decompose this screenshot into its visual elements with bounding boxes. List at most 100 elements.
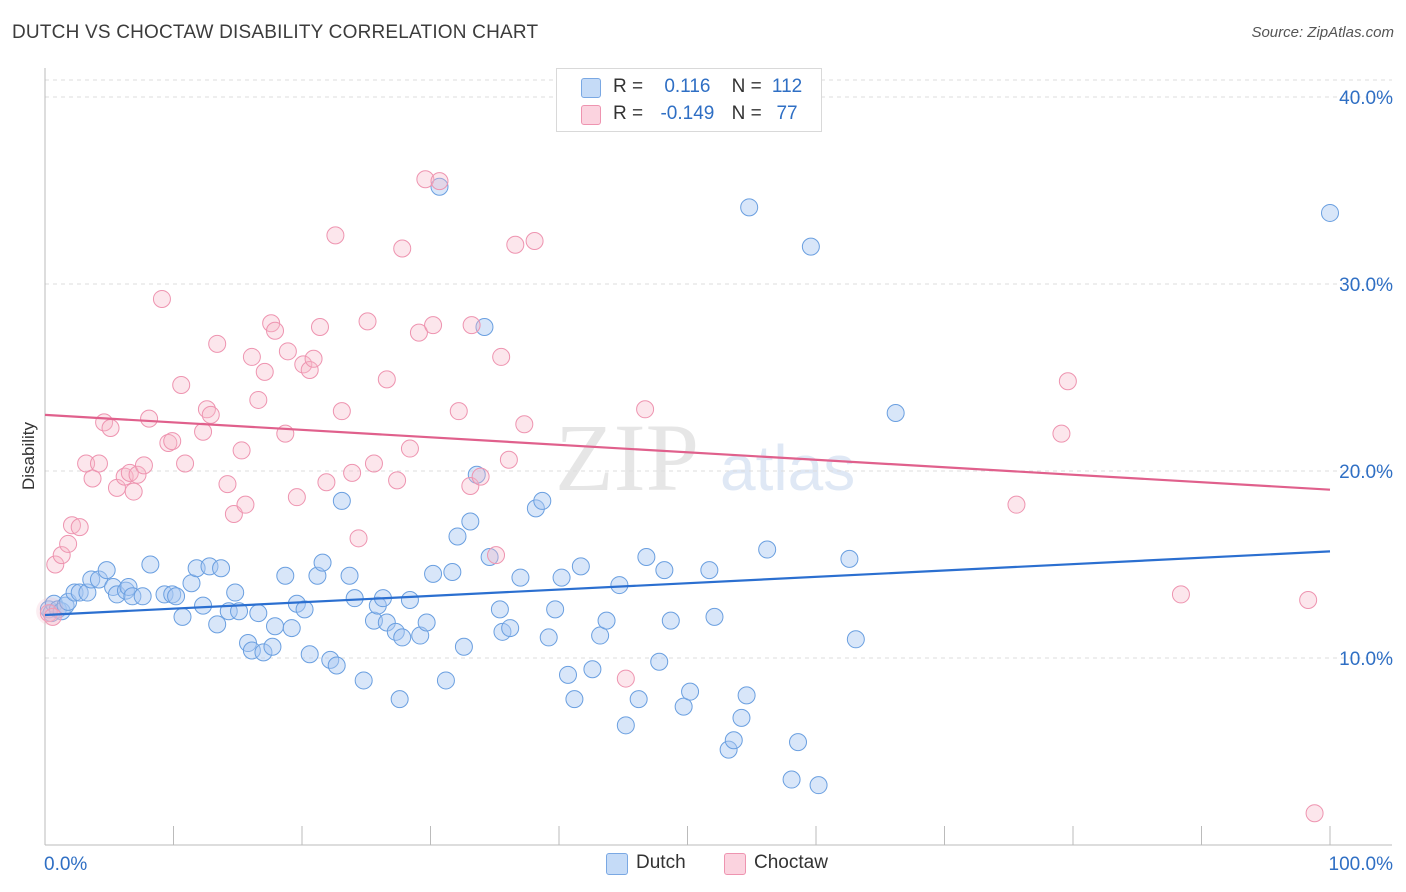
data-point-choctaw — [616, 669, 635, 688]
data-point-dutch — [230, 602, 249, 621]
data-point-choctaw — [52, 546, 71, 565]
data-point-dutch — [141, 555, 160, 574]
data-point-dutch — [443, 562, 462, 581]
data-point-choctaw — [208, 334, 227, 353]
legend-r-label: R = — [613, 103, 644, 124]
data-point-choctaw — [194, 422, 213, 441]
data-point-choctaw — [140, 409, 159, 428]
data-point-dutch — [97, 561, 116, 580]
data-point-choctaw — [1058, 372, 1077, 391]
data-point-dutch — [674, 697, 693, 716]
data-point-choctaw — [492, 347, 511, 366]
data-point-dutch — [705, 607, 724, 626]
legend-n-label: N = — [731, 76, 762, 97]
data-point-choctaw — [515, 415, 534, 434]
data-point-choctaw — [525, 231, 544, 250]
data-point-choctaw — [236, 495, 255, 514]
legend-swatch-dutch — [581, 78, 601, 98]
data-point-dutch — [1321, 203, 1339, 222]
data-point-dutch — [194, 596, 213, 615]
data-point-choctaw — [43, 607, 62, 626]
data-point-dutch — [565, 690, 584, 709]
data-point-dutch — [591, 626, 610, 645]
data-point-choctaw — [1171, 585, 1190, 604]
data-point-choctaw — [349, 529, 368, 548]
data-point-dutch — [182, 574, 201, 593]
data-point-choctaw — [462, 316, 481, 335]
watermark-zip: ZIP — [555, 404, 699, 511]
data-point-dutch — [200, 557, 219, 576]
data-point-dutch — [610, 576, 629, 595]
data-point-dutch — [332, 491, 351, 510]
data-point-choctaw — [201, 405, 220, 424]
watermark-atlas: atlas — [720, 432, 855, 504]
legend-n-value: 77 — [776, 103, 798, 124]
data-point-choctaw — [70, 518, 89, 537]
data-point-dutch — [295, 600, 314, 619]
data-point-choctaw — [255, 362, 274, 381]
data-point-dutch — [226, 583, 245, 602]
data-point-choctaw — [304, 349, 323, 368]
data-point-choctaw — [218, 475, 237, 494]
data-point-choctaw — [461, 476, 480, 495]
data-point-choctaw — [266, 321, 285, 340]
data-point-dutch — [629, 690, 648, 709]
chart-title: DUTCH VS CHOCTAW DISABILITY CORRELATION … — [12, 22, 539, 43]
data-point-dutch — [123, 587, 142, 606]
data-point-dutch — [526, 499, 545, 518]
data-point-dutch — [82, 570, 101, 589]
data-point-dutch — [119, 577, 138, 596]
bottom-legend-swatch-choctaw — [724, 853, 746, 875]
data-point-choctaw — [59, 534, 78, 553]
data-point-choctaw — [364, 454, 383, 473]
data-point-choctaw — [62, 516, 81, 535]
data-point-choctaw — [499, 450, 518, 469]
data-point-choctaw — [163, 432, 182, 451]
data-point-choctaw — [89, 454, 108, 473]
y-tick-label: 20.0% — [1339, 462, 1393, 483]
data-point-choctaw — [1299, 591, 1318, 610]
data-point-dutch — [65, 583, 84, 602]
data-point-dutch — [424, 564, 443, 583]
data-point-dutch — [840, 549, 859, 568]
data-point-dutch — [511, 568, 530, 587]
data-point-choctaw — [430, 172, 449, 191]
data-point-dutch — [740, 198, 759, 217]
data-point-dutch — [661, 611, 680, 630]
data-point-dutch — [886, 404, 905, 423]
data-point-choctaw — [172, 375, 191, 394]
data-point-dutch — [724, 731, 743, 750]
data-point-choctaw — [152, 289, 171, 308]
data-point-dutch — [782, 770, 801, 789]
data-point-choctaw — [232, 441, 251, 460]
data-point-choctaw — [393, 239, 412, 258]
data-point-dutch — [411, 626, 430, 645]
data-point-dutch — [400, 591, 419, 610]
data-point-dutch — [533, 491, 552, 510]
legend-r-value: 0.116 — [664, 76, 711, 97]
data-point-dutch — [809, 776, 828, 795]
data-point-choctaw — [249, 390, 268, 409]
data-point-dutch — [345, 589, 364, 608]
data-point-dutch — [282, 619, 301, 638]
data-point-dutch — [461, 512, 480, 531]
data-point-choctaw — [471, 467, 490, 486]
data-point-choctaw — [1052, 424, 1071, 443]
series-choctaw — [39, 170, 1324, 823]
legend-n-label: N = — [731, 103, 762, 124]
data-point-dutch — [254, 643, 273, 662]
data-point-dutch — [276, 566, 295, 585]
trend-line-dutch — [44, 550, 1331, 617]
x-tick-label: 100.0% — [1329, 854, 1394, 875]
data-point-dutch — [133, 587, 152, 606]
data-point-choctaw — [278, 342, 297, 361]
data-point-choctaw — [388, 471, 407, 490]
data-point-dutch — [650, 652, 669, 671]
data-point-dutch — [552, 568, 571, 587]
data-point-dutch — [732, 708, 751, 727]
data-point-dutch — [539, 628, 558, 647]
data-point-choctaw — [424, 316, 443, 335]
data-point-dutch — [393, 628, 412, 647]
data-point-choctaw — [409, 323, 428, 342]
